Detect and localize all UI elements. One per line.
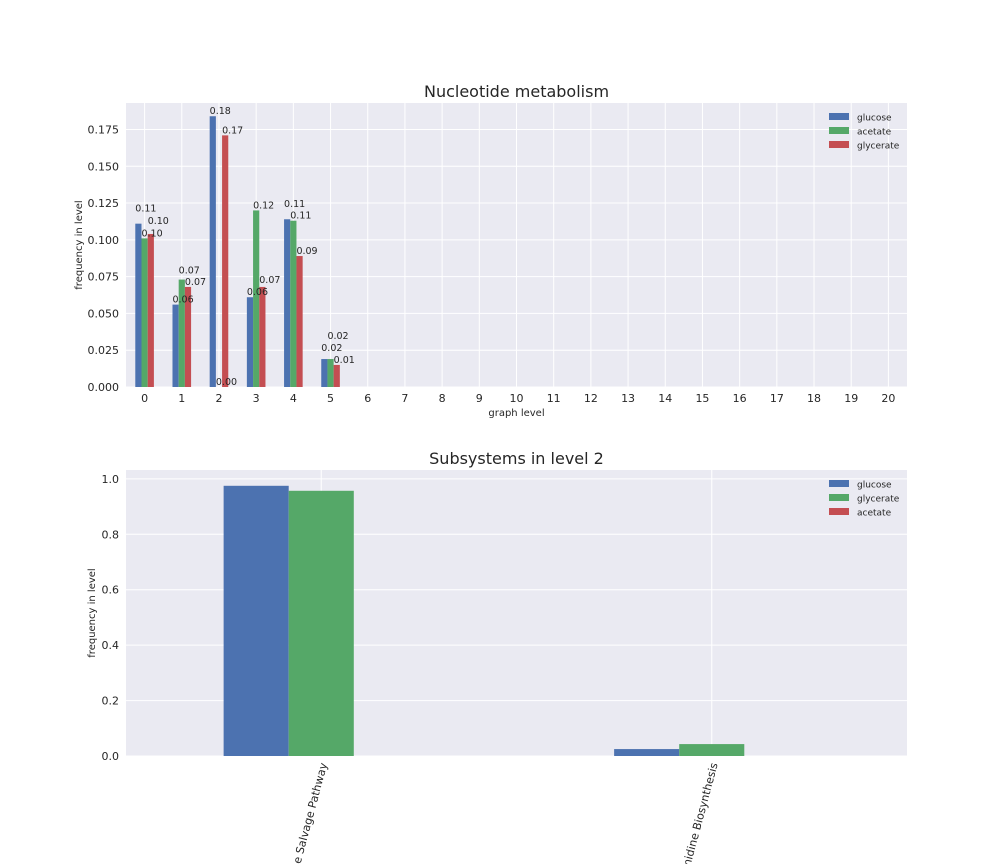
y-axis-label: frequency in level <box>87 568 98 657</box>
x-axis-label: graph level <box>488 408 544 419</box>
x-tick-label: Purine Salvage Pathway <box>283 761 330 864</box>
y-tick-label: 0.075 <box>88 271 120 284</box>
bar-acetate <box>178 279 185 387</box>
x-tick-label: 2 <box>215 392 222 405</box>
x-tick-label: 15 <box>695 392 709 405</box>
legend-swatch <box>829 113 849 120</box>
x-tick-label: 5 <box>327 392 334 405</box>
x-tick-label: 10 <box>510 392 524 405</box>
y-tick-label: 0.6 <box>102 584 120 597</box>
data-label: 0.18 <box>210 106 231 117</box>
bar-glycerate <box>259 286 266 387</box>
y-tick-label: 0.0 <box>102 750 120 763</box>
y-tick-label: 0.150 <box>88 160 120 173</box>
bar-glycerate <box>147 233 154 387</box>
legend-label: glycerate <box>857 142 900 152</box>
data-label: 0.00 <box>216 377 237 388</box>
x-tick-label: 4 <box>290 392 297 405</box>
data-label: 0.02 <box>327 331 348 342</box>
x-tick-label: 9 <box>476 392 483 405</box>
x-tick-label: Pyrimidine Biosynthesis <box>674 761 721 864</box>
bar-glycerate <box>288 490 354 756</box>
x-tick-label: 8 <box>439 392 446 405</box>
data-label: 0.07 <box>259 275 280 286</box>
x-tick-label: 12 <box>584 392 598 405</box>
chart-1: 0.0 0.2 0.4 0.6 0.8 1.0 Purine Salvage Pathway… <box>87 449 907 864</box>
data-label: 0.09 <box>296 246 317 257</box>
y-tick-label: 1.0 <box>102 473 120 486</box>
x-tick-label: 18 <box>807 392 821 405</box>
bar-glucose <box>284 219 291 387</box>
y-tick-label: 0.050 <box>88 307 120 320</box>
y-tick-label: 0.125 <box>88 197 120 210</box>
data-label: 0.06 <box>247 287 268 298</box>
legend-swatch <box>829 508 849 515</box>
y-axis-label: frequency in level <box>74 200 85 289</box>
y-tick-label: 0.2 <box>102 695 120 708</box>
x-tick-label: 14 <box>658 392 672 405</box>
chart-0: 0.0000.0250.0500.0750.1000.1250.1500.175… <box>74 82 907 419</box>
x-tick-label: 6 <box>364 392 371 405</box>
x-tick-label: 0 <box>141 392 148 405</box>
bar-acetate <box>141 238 148 387</box>
data-label: 0.11 <box>135 204 156 215</box>
bar-glycerate <box>184 286 192 387</box>
legend-label: glucose <box>857 481 892 491</box>
y-tick-label: 0.100 <box>88 234 120 247</box>
y-tick-label: 0.8 <box>102 528 120 541</box>
data-label: 0.10 <box>148 216 169 227</box>
data-label: 0.11 <box>290 211 311 222</box>
data-label: 0.06 <box>172 295 193 306</box>
x-tick-label: 3 <box>253 392 260 405</box>
data-label: 0.07 <box>185 277 206 288</box>
data-label: 0.17 <box>222 125 243 136</box>
bar-glycerate <box>296 256 303 387</box>
data-label: 0.01 <box>334 355 355 366</box>
bar-glucose <box>321 359 328 387</box>
data-label: 0.07 <box>179 266 200 277</box>
legend-swatch <box>829 127 849 134</box>
legend-label: acetate <box>857 509 892 519</box>
y-tick-label: 0.000 <box>88 381 120 394</box>
bar-acetate <box>290 220 297 387</box>
bar-glucose <box>135 223 142 387</box>
chart-title: Subsystems in level 2 <box>429 449 604 468</box>
legend-swatch <box>829 480 849 487</box>
legend-label: acetate <box>857 128 892 138</box>
bar-glucose <box>172 304 179 387</box>
legend-label: glycerate <box>857 495 900 505</box>
legend-label: glucose <box>857 114 892 124</box>
bar-glucose <box>209 116 216 387</box>
x-tick-label: 20 <box>881 392 895 405</box>
data-label: 0.02 <box>321 343 342 354</box>
bar-glycerate <box>222 135 229 387</box>
y-tick-label: 0.025 <box>88 344 120 357</box>
legend-swatch <box>829 494 849 501</box>
bar-acetate <box>327 359 334 387</box>
bar-glucose <box>614 749 680 756</box>
bar-glucose <box>223 485 289 756</box>
chart-title: Nucleotide metabolism <box>424 82 609 101</box>
bar-acetate <box>253 210 260 387</box>
data-label: 0.11 <box>284 199 305 210</box>
data-label: 0.10 <box>141 228 162 239</box>
y-tick-label: 0.175 <box>88 123 120 136</box>
bar-glycerate <box>333 364 340 387</box>
x-tick-label: 13 <box>621 392 635 405</box>
y-tick-label: 0.4 <box>102 639 120 652</box>
x-tick-label: 7 <box>401 392 408 405</box>
data-label: 0.12 <box>253 200 274 211</box>
x-tick-label: 1 <box>178 392 185 405</box>
x-tick-label: 19 <box>844 392 858 405</box>
bar-glycerate <box>679 744 745 756</box>
x-tick-label: 11 <box>547 392 561 405</box>
bar-glucose <box>246 297 254 387</box>
x-tick-label: 16 <box>733 392 747 405</box>
x-tick-label: 17 <box>770 392 784 405</box>
legend-swatch <box>829 141 849 148</box>
